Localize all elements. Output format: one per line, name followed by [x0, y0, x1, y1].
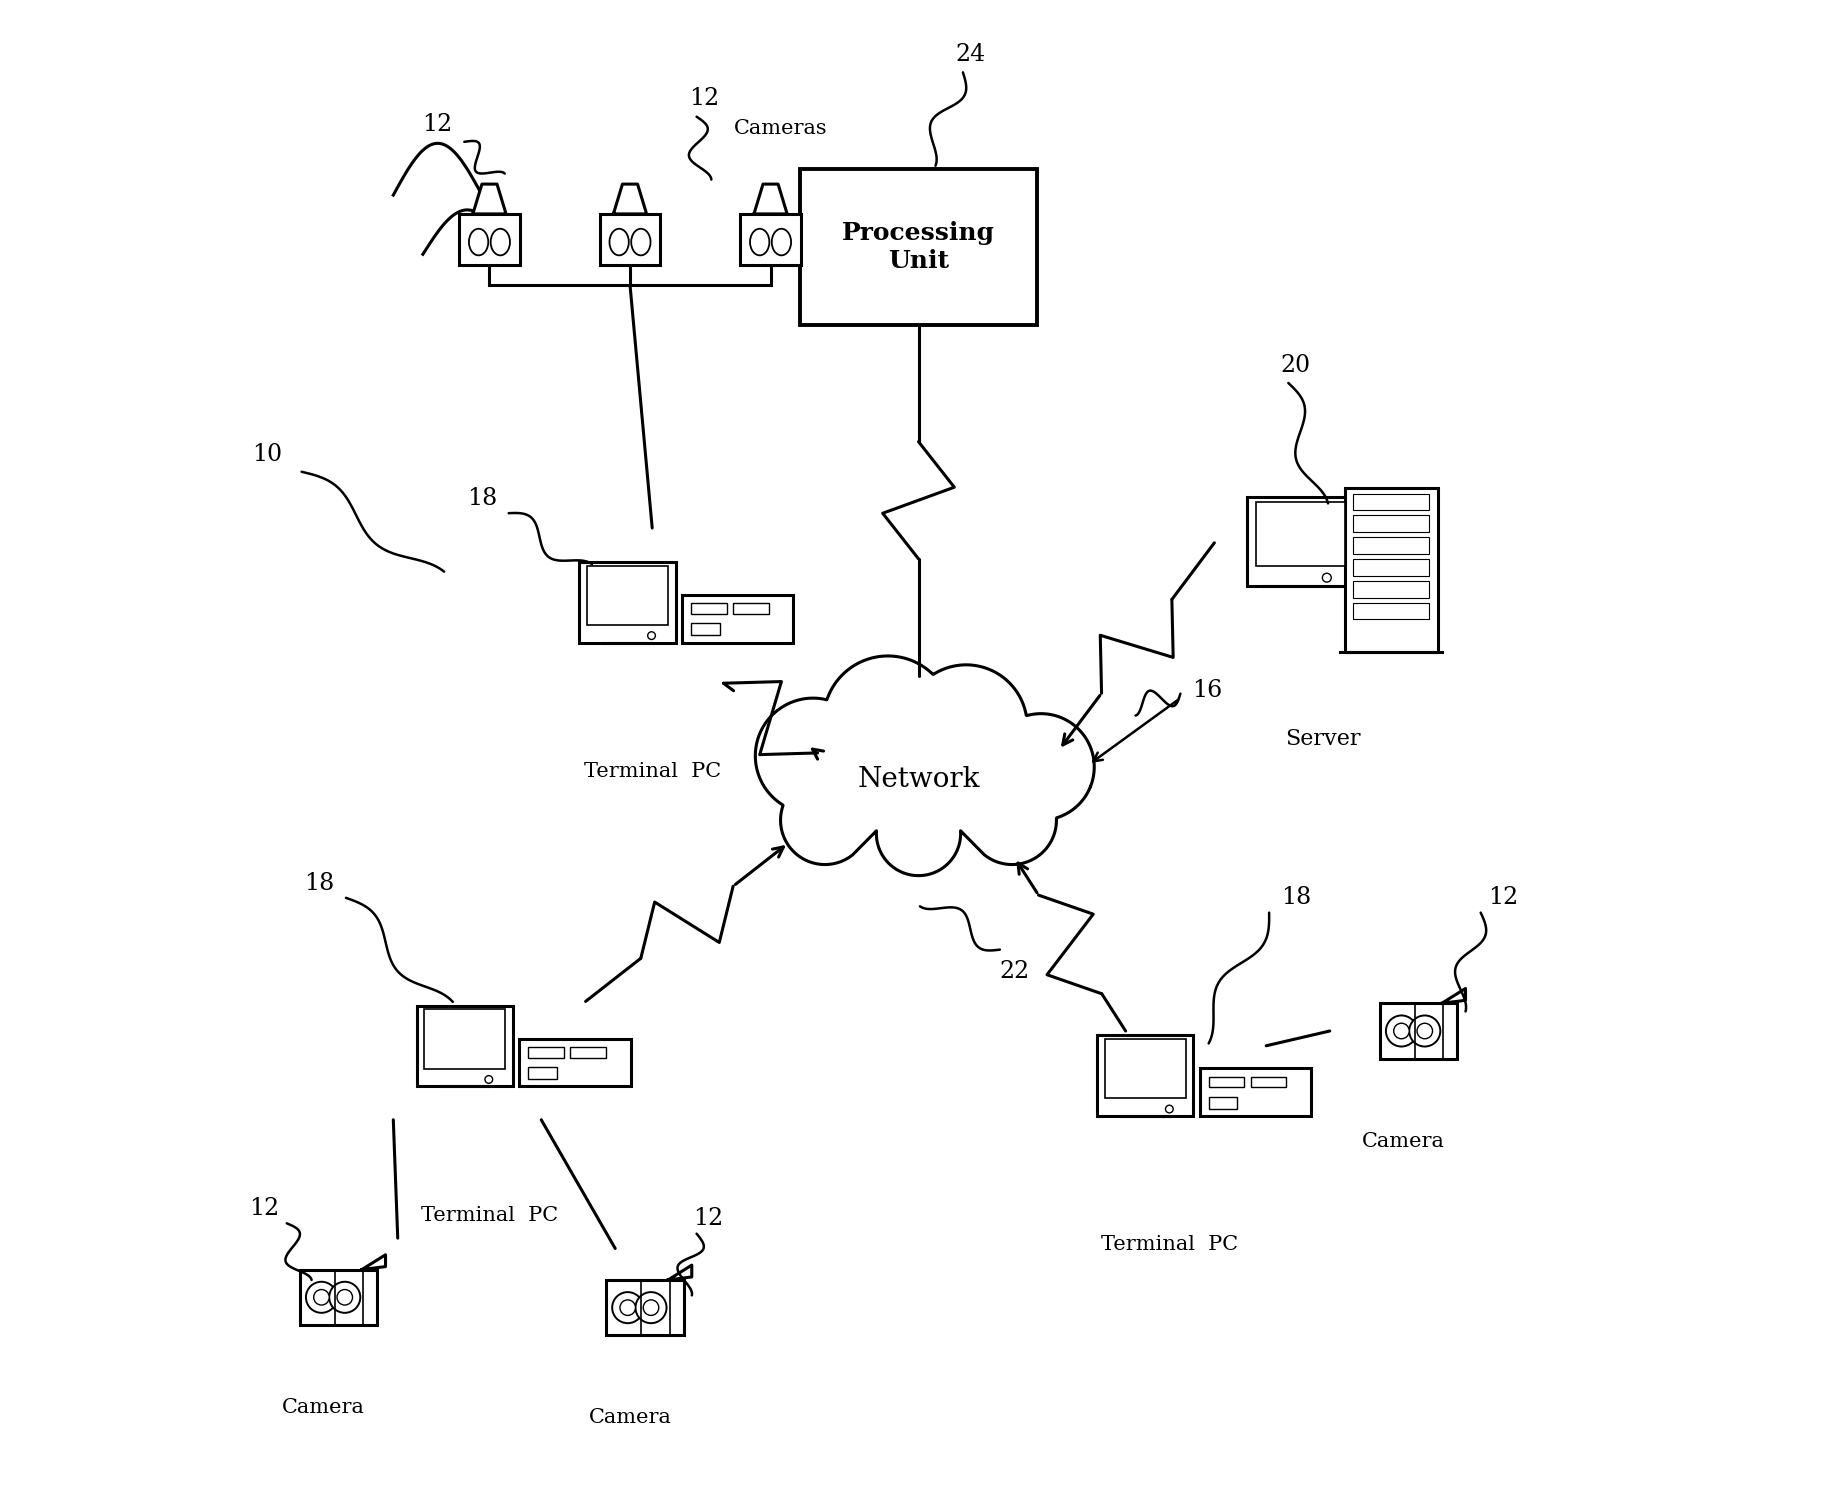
Circle shape: [1416, 1023, 1433, 1040]
Text: 16: 16: [1192, 679, 1222, 702]
Bar: [569, 1047, 606, 1057]
Polygon shape: [753, 184, 788, 214]
Circle shape: [1165, 1105, 1174, 1112]
Text: Terminal  PC: Terminal PC: [421, 1206, 558, 1225]
Bar: [520, 1038, 630, 1087]
Circle shape: [906, 665, 1027, 787]
Circle shape: [1385, 1016, 1416, 1047]
Polygon shape: [614, 184, 647, 214]
Ellipse shape: [468, 229, 489, 255]
Circle shape: [329, 1282, 360, 1313]
Bar: [417, 1005, 513, 1087]
Ellipse shape: [490, 229, 511, 255]
Ellipse shape: [749, 229, 770, 255]
Bar: [1104, 1040, 1185, 1099]
Text: 18: 18: [1280, 887, 1312, 909]
Text: 12: 12: [689, 88, 718, 110]
Bar: [1380, 1004, 1457, 1059]
Circle shape: [1394, 1023, 1409, 1040]
Text: 12: 12: [423, 113, 452, 135]
Circle shape: [336, 1289, 353, 1305]
Text: 20: 20: [1280, 353, 1312, 377]
Ellipse shape: [610, 229, 628, 255]
Bar: [1209, 1077, 1244, 1087]
Bar: [601, 214, 659, 264]
Text: 10: 10: [252, 443, 283, 465]
Bar: [801, 169, 1036, 325]
Text: 12: 12: [693, 1207, 724, 1231]
Bar: [579, 561, 676, 643]
Ellipse shape: [632, 229, 650, 255]
Bar: [740, 214, 801, 264]
Bar: [691, 624, 720, 636]
Circle shape: [1409, 1016, 1440, 1047]
Bar: [691, 603, 727, 613]
Circle shape: [876, 792, 961, 876]
Circle shape: [485, 1075, 492, 1083]
Text: Camera: Camera: [283, 1397, 366, 1417]
Bar: [1257, 502, 1345, 566]
Bar: [1354, 560, 1429, 576]
Polygon shape: [472, 184, 505, 214]
Circle shape: [636, 1292, 667, 1323]
Circle shape: [612, 1292, 643, 1323]
Text: Camera: Camera: [588, 1408, 672, 1427]
Text: 12: 12: [250, 1197, 279, 1221]
Bar: [1345, 489, 1438, 652]
Bar: [1247, 497, 1354, 585]
Polygon shape: [1442, 989, 1466, 1004]
Ellipse shape: [772, 229, 792, 255]
Text: Terminal  PC: Terminal PC: [584, 762, 720, 781]
Polygon shape: [669, 1265, 693, 1280]
Text: 22: 22: [999, 961, 1031, 983]
Bar: [299, 1270, 377, 1325]
Circle shape: [781, 775, 869, 864]
Text: Terminal  PC: Terminal PC: [1102, 1236, 1238, 1255]
Circle shape: [988, 714, 1095, 820]
Bar: [1354, 603, 1429, 619]
Circle shape: [968, 775, 1056, 864]
Polygon shape: [362, 1255, 386, 1270]
Text: 18: 18: [305, 872, 334, 894]
Text: 24: 24: [955, 43, 985, 65]
Text: 18: 18: [467, 487, 498, 509]
Bar: [424, 1010, 505, 1069]
Bar: [1354, 581, 1429, 597]
Text: Cameras: Cameras: [733, 119, 827, 138]
Circle shape: [643, 1299, 659, 1316]
Bar: [1097, 1035, 1194, 1115]
Circle shape: [823, 656, 952, 784]
Bar: [606, 1280, 683, 1335]
Circle shape: [755, 698, 871, 814]
Bar: [459, 214, 520, 264]
Text: Server: Server: [1284, 728, 1359, 750]
Bar: [1354, 493, 1429, 509]
Bar: [733, 603, 768, 613]
Circle shape: [1323, 573, 1332, 582]
Bar: [1354, 538, 1429, 554]
Text: Processing
Unit: Processing Unit: [841, 221, 996, 273]
Text: 12: 12: [1488, 887, 1517, 909]
Text: Camera: Camera: [1363, 1132, 1446, 1151]
Bar: [682, 595, 794, 643]
Bar: [1354, 515, 1429, 532]
Bar: [1209, 1097, 1238, 1109]
Text: Network: Network: [858, 766, 979, 793]
Bar: [1200, 1068, 1312, 1115]
Circle shape: [307, 1282, 336, 1313]
Circle shape: [619, 1299, 636, 1316]
Circle shape: [314, 1289, 329, 1305]
Circle shape: [648, 631, 656, 640]
Polygon shape: [755, 656, 1095, 876]
Bar: [529, 1047, 564, 1057]
Bar: [1251, 1077, 1286, 1087]
Bar: [588, 566, 669, 625]
Bar: [529, 1068, 557, 1080]
